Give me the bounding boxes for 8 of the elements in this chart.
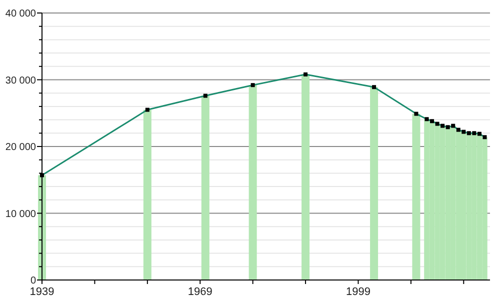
y-tick-label: 40 000 [5,8,36,20]
y-tick-label: 10 000 [5,208,36,220]
x-tick-label: 1999 [346,286,370,298]
y-tick-label: 0 [30,276,36,286]
y-tick-label: 20 000 [5,142,36,153]
x-tick-label: 1939 [30,286,54,298]
y-tick-label: 30 000 [5,75,36,86]
x-tick-label: 1969 [188,286,212,298]
